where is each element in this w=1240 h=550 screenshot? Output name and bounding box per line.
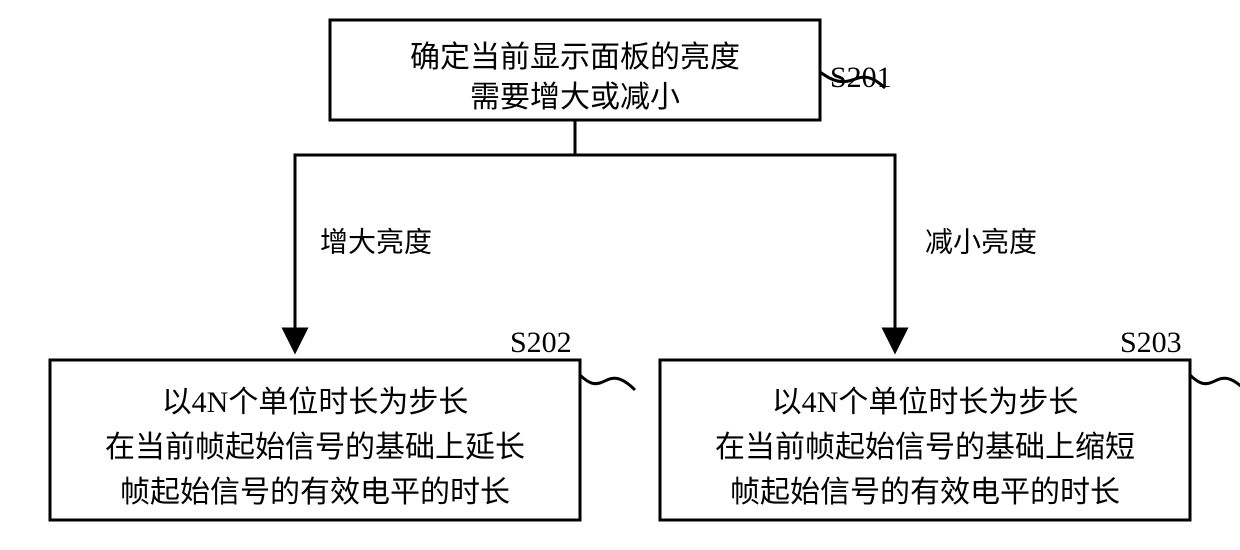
edge-decrease-label: 减小亮度 xyxy=(925,226,1037,258)
edge-decrease: 减小亮度 xyxy=(575,120,1037,350)
node-s203-id: S203 xyxy=(1120,326,1182,359)
node-s202: 以4N个单位时长为步长在当前帧起始信号的基础上延长帧起始信号的有效电平的时长 S… xyxy=(50,326,635,520)
node-s202-id: S202 xyxy=(510,326,572,359)
node-s201: 确定当前显示面板的亮度需要增大或减小 S201 xyxy=(330,20,892,120)
flowchart-canvas: 增大亮度 减小亮度 确定当前显示面板的亮度需要增大或减小 S201 以4N个单位… xyxy=(0,0,1240,550)
edge-increase: 增大亮度 xyxy=(295,120,575,350)
node-s201-id: S201 xyxy=(830,61,892,94)
node-s203-text: 以4N个单位时长为步长在当前帧起始信号的基础上缩短帧起始信号的有效电平的时长 xyxy=(715,386,1135,509)
edge-increase-label: 增大亮度 xyxy=(320,226,432,258)
node-s203: 以4N个单位时长为步长在当前帧起始信号的基础上缩短帧起始信号的有效电平的时长 S… xyxy=(660,326,1240,520)
node-s202-text: 以4N个单位时长为步长在当前帧起始信号的基础上延长帧起始信号的有效电平的时长 xyxy=(105,386,525,509)
